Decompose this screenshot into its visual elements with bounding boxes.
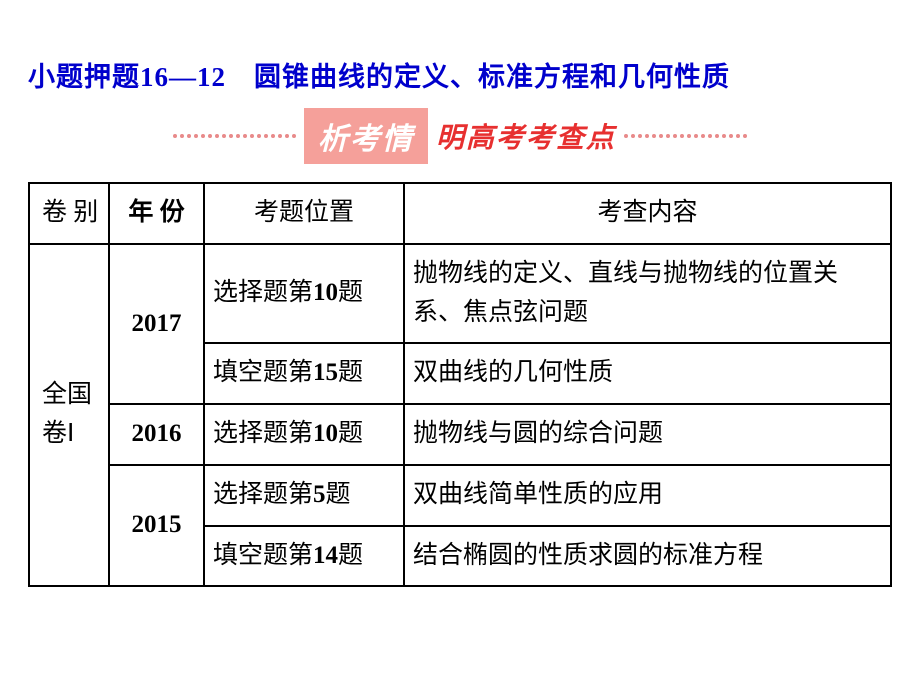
cell-content: 双曲线简单性质的应用	[404, 465, 891, 526]
cell-position: 填空题第15题	[204, 343, 404, 404]
cell-position: 选择题第5题	[204, 465, 404, 526]
cell-content: 结合椭圆的性质求圆的标准方程	[404, 526, 891, 587]
header-content: 考查内容	[404, 183, 891, 244]
cell-year: 2016	[109, 404, 204, 465]
banner-side-text: 明高考考查点	[436, 116, 616, 156]
cell-content: 抛物线的定义、直线与抛物线的位置关系、焦点弦问题	[404, 244, 891, 344]
dots-right	[624, 134, 747, 138]
banner: 析考情 明高考考查点	[28, 108, 892, 164]
exam-table: 卷 别 年 份 考题位置 考查内容 全国卷Ⅰ 2017 选择题第10题 抛物线的…	[28, 182, 892, 587]
cell-content: 双曲线的几何性质	[404, 343, 891, 404]
table-row: 2016 选择题第10题 抛物线与圆的综合问题	[29, 404, 891, 465]
header-paper: 卷 别	[29, 183, 109, 244]
banner-box: 析考情	[304, 108, 428, 164]
page-title: 小题押题16—12 圆锥曲线的定义、标准方程和几何性质	[28, 55, 892, 94]
table-row: 全国卷Ⅰ 2017 选择题第10题 抛物线的定义、直线与抛物线的位置关系、焦点弦…	[29, 244, 891, 344]
cell-year: 2017	[109, 244, 204, 404]
table-row: 2015 选择题第5题 双曲线简单性质的应用	[29, 465, 891, 526]
cell-position: 填空题第14题	[204, 526, 404, 587]
header-year: 年 份	[109, 183, 204, 244]
cell-position: 选择题第10题	[204, 244, 404, 344]
cell-content: 抛物线与圆的综合问题	[404, 404, 891, 465]
header-position: 考题位置	[204, 183, 404, 244]
cell-paper: 全国卷Ⅰ	[29, 244, 109, 587]
cell-position: 选择题第10题	[204, 404, 404, 465]
cell-year: 2015	[109, 465, 204, 587]
dots-left	[173, 134, 296, 138]
table-header-row: 卷 别 年 份 考题位置 考查内容	[29, 183, 891, 244]
